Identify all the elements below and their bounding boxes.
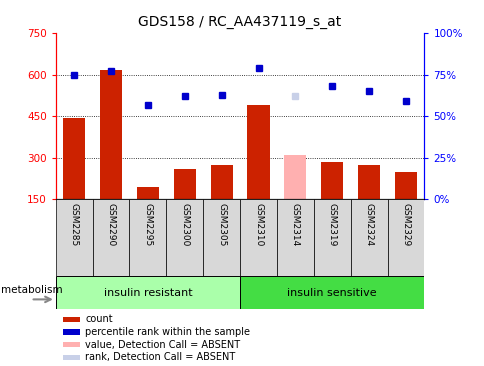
- Bar: [203, 199, 240, 276]
- Text: insulin sensitive: insulin sensitive: [287, 288, 376, 298]
- Bar: [357, 165, 379, 199]
- Bar: [63, 355, 79, 360]
- Bar: [247, 105, 269, 199]
- Text: GSM2324: GSM2324: [364, 203, 373, 246]
- Bar: [92, 199, 129, 276]
- Text: GSM2314: GSM2314: [290, 203, 299, 247]
- Text: count: count: [85, 314, 113, 324]
- Title: GDS158 / RC_AA437119_s_at: GDS158 / RC_AA437119_s_at: [138, 15, 341, 29]
- Bar: [129, 199, 166, 276]
- Bar: [210, 165, 232, 199]
- Bar: [166, 199, 203, 276]
- Text: GSM2290: GSM2290: [106, 203, 115, 247]
- Text: GSM2310: GSM2310: [254, 203, 262, 247]
- Bar: [276, 199, 313, 276]
- Text: metabolism: metabolism: [1, 284, 62, 295]
- Bar: [320, 162, 343, 199]
- Text: GSM2319: GSM2319: [327, 203, 336, 247]
- Bar: [240, 276, 424, 309]
- Bar: [136, 187, 159, 199]
- Text: GSM2295: GSM2295: [143, 203, 152, 247]
- Bar: [350, 199, 387, 276]
- Bar: [387, 199, 424, 276]
- Bar: [240, 199, 276, 276]
- Bar: [63, 329, 79, 335]
- Text: GSM2300: GSM2300: [180, 203, 189, 247]
- Bar: [100, 70, 122, 199]
- Bar: [63, 342, 79, 347]
- Bar: [173, 169, 196, 199]
- Text: value, Detection Call = ABSENT: value, Detection Call = ABSENT: [85, 340, 240, 350]
- Text: GSM2305: GSM2305: [217, 203, 226, 247]
- Bar: [313, 199, 350, 276]
- Text: GSM2285: GSM2285: [70, 203, 78, 247]
- Text: GSM2329: GSM2329: [401, 203, 409, 247]
- Text: rank, Detection Call = ABSENT: rank, Detection Call = ABSENT: [85, 352, 235, 362]
- Text: percentile rank within the sample: percentile rank within the sample: [85, 327, 250, 337]
- Bar: [394, 172, 416, 199]
- Bar: [63, 317, 79, 322]
- Bar: [284, 155, 306, 199]
- Text: insulin resistant: insulin resistant: [104, 288, 192, 298]
- Bar: [56, 276, 240, 309]
- Bar: [63, 117, 85, 199]
- Bar: [56, 199, 92, 276]
